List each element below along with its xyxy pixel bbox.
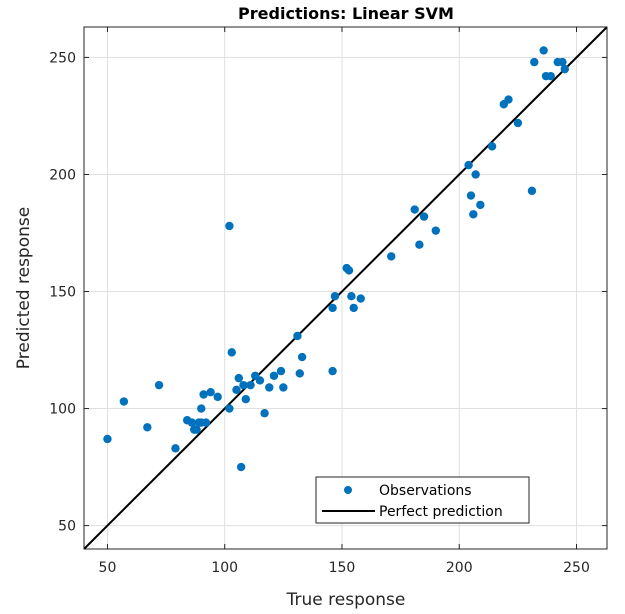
observation-point [225,404,234,413]
perfect-prediction-layer [83,26,608,550]
observation-point [419,212,429,221]
x-axis-label: True response [286,590,406,610]
observation-point [171,444,180,453]
observation-point [504,95,513,104]
observation-point [530,57,539,67]
observation-point [279,383,288,392]
observation-point [464,160,473,170]
observation-point [349,303,358,313]
observation-point [192,425,201,434]
observation-point [415,240,424,249]
observation-point [560,64,569,74]
x-tick-label: 50 [99,560,117,576]
y-tick-label: 250 [49,50,76,66]
observation-point [513,118,523,128]
observation-point [276,366,286,376]
observation-point [466,191,476,200]
observation-point [236,462,246,472]
observation-point [469,210,478,219]
legend-box [315,476,530,524]
legend-observations-marker [344,486,352,494]
observation-point [539,46,548,55]
observation-points [103,46,569,472]
observation-point [225,221,234,231]
observation-point [487,142,497,151]
observation-point [328,366,337,376]
y-tick-label: 100 [49,402,76,418]
observation-point [199,390,208,399]
observation-point [347,291,356,301]
plot-frame [83,26,608,550]
observation-point [344,266,354,275]
x-tick-label: 200 [446,560,473,576]
observation-point [328,303,337,313]
observation-point [206,387,215,397]
observation-point [265,383,274,392]
observation-point [546,71,555,81]
legend: Observations Perfect prediction [315,476,530,524]
grid-lines [84,27,607,549]
x-tick-label: 150 [329,560,356,576]
perfect-prediction-line [83,26,608,550]
y-tick-label: 50 [58,519,76,535]
observation-point [558,57,567,67]
observation-point [527,186,537,196]
axis-ticks: 50 100 150 200 250 50 100 150 200 250 [49,27,607,576]
observation-point [330,291,340,301]
x-tick-label: 100 [211,560,238,576]
observation-point [119,397,129,406]
observation-point [187,418,197,427]
y-tick-label: 200 [49,167,76,183]
observation-point [197,404,206,413]
observation-point [232,385,241,395]
observation-point [295,369,304,378]
observation-point [260,409,269,418]
observation-point [234,373,243,383]
observation-point [201,418,211,427]
observation-point [471,170,480,179]
observation-point [269,371,279,380]
observation-point [227,348,236,357]
observation-point [431,226,440,235]
observation-point [356,294,365,303]
x-tick-label: 250 [563,560,590,576]
y-axis-label: Predicted response [14,207,34,369]
y-tick-label: 150 [49,285,76,301]
legend-perfect-prediction-label: Perfect prediction [379,504,503,520]
legend-observations-label: Observations [379,483,472,499]
observation-point [241,394,251,404]
observation-point [154,380,164,390]
observation-point [476,200,485,210]
observation-point [143,423,152,432]
observation-point [410,205,419,214]
observation-point [387,252,396,261]
observation-point [103,434,112,444]
observation-point [239,380,248,390]
observation-point [293,331,302,341]
chart-title: Predictions: Linear SVM [238,4,454,23]
observation-point [255,376,265,385]
observation-point [213,392,222,402]
observation-point [246,380,255,390]
plot-area: 50 100 150 200 250 50 100 150 200 250 [49,26,608,576]
observation-point [297,352,307,362]
